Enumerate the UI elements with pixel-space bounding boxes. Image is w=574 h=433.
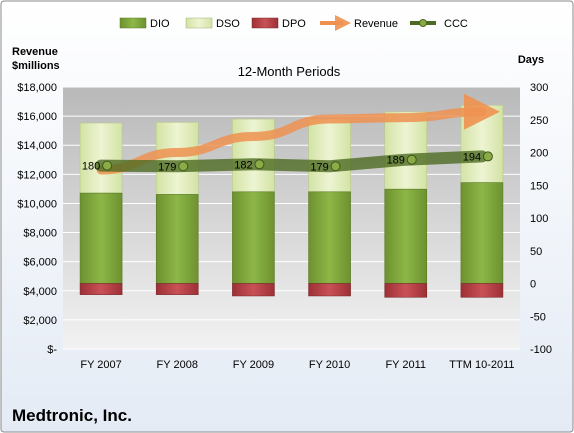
bar-dio bbox=[232, 191, 275, 284]
left-axis-title-line1: Revenue bbox=[12, 46, 58, 58]
ccc-marker bbox=[330, 161, 341, 172]
legend-dso-label: DSO bbox=[216, 18, 240, 30]
ccc-data-label: 194 bbox=[463, 151, 481, 163]
category-label: TTM 10-2011 bbox=[449, 359, 514, 371]
bar-dpo bbox=[308, 283, 351, 297]
ccc-marker bbox=[178, 161, 189, 172]
left-tick-label: $- bbox=[47, 344, 57, 356]
legend-item-dso: DSO bbox=[185, 17, 240, 30]
ccc-data-label: 179 bbox=[158, 161, 176, 173]
ccc-marker bbox=[406, 154, 417, 165]
left-tick-label: $14,000 bbox=[17, 140, 57, 152]
bar-dso bbox=[384, 111, 428, 190]
bar-dpo bbox=[460, 283, 504, 298]
ccc-marker bbox=[102, 160, 113, 171]
legend-dio-label: DIO bbox=[150, 18, 170, 30]
ccc-data-label: 179 bbox=[310, 161, 328, 173]
category-label: FY 2007 bbox=[80, 359, 121, 371]
ccc-data-label: 189 bbox=[387, 155, 405, 167]
bar-dio bbox=[155, 194, 199, 284]
left-tick-label: $8,000 bbox=[23, 228, 57, 240]
bar-dpo bbox=[155, 283, 199, 295]
bar-dso bbox=[460, 105, 504, 183]
right-tick-label: -50 bbox=[530, 311, 546, 323]
right-tick-label: 0 bbox=[530, 279, 536, 291]
bar-dso bbox=[232, 118, 275, 193]
bar-dso bbox=[155, 122, 199, 195]
gridlines bbox=[63, 86, 520, 350]
legend: DIO DSO DPO Revenue CCC bbox=[119, 15, 468, 31]
company-name: Medtronic, Inc. bbox=[12, 406, 132, 425]
left-axis-title-line2: $millions bbox=[12, 60, 60, 72]
legend-dpo-swatch bbox=[251, 17, 279, 29]
ccc-line bbox=[95, 150, 488, 173]
left-tick-label: $6,000 bbox=[23, 257, 57, 269]
category-axis: FY 2007 FY 2008 FY 2009 FY 2010 FY 2011 TTM 1… bbox=[80, 359, 514, 371]
right-axis-title: Days bbox=[518, 54, 544, 66]
right-tick-label: 100 bbox=[530, 213, 548, 225]
right-tick-label: 150 bbox=[530, 180, 548, 192]
right-axis-ticks: -100 -50 0 50 100 150 200 250 300 bbox=[530, 82, 552, 356]
left-axis-ticks: $- $2,000 $4,000 $6,000 $8,000 $10,000 $12,000… bbox=[17, 82, 57, 356]
bar-dso bbox=[308, 118, 351, 193]
left-tick-label: $2,000 bbox=[23, 315, 57, 327]
legend-item-revenue: Revenue bbox=[320, 15, 398, 31]
category-label: FY 2011 bbox=[385, 359, 426, 371]
right-tick-label: -100 bbox=[530, 344, 552, 356]
legend-item-dio: DIO bbox=[119, 17, 170, 30]
bar-dio bbox=[79, 192, 123, 284]
left-tick-label: $4,000 bbox=[23, 286, 57, 298]
right-tick-label: 200 bbox=[530, 148, 548, 160]
left-tick-label: $16,000 bbox=[17, 111, 57, 123]
revenue-arrow bbox=[96, 93, 500, 175]
legend-dpo-label: DPO bbox=[282, 18, 306, 30]
category-label: FY 2009 bbox=[233, 359, 274, 371]
ccc-data-label: 180 bbox=[82, 161, 100, 173]
left-tick-label: $12,000 bbox=[17, 169, 57, 181]
bar-dio bbox=[460, 182, 504, 284]
ccc-marker bbox=[254, 159, 265, 170]
revenue-series bbox=[96, 93, 500, 175]
bar-dpo bbox=[79, 283, 123, 295]
right-tick-label: 300 bbox=[530, 82, 548, 94]
legend-item-ccc: CCC bbox=[410, 18, 468, 30]
legend-item-dpo: DPO bbox=[251, 17, 306, 30]
right-tick-label: 250 bbox=[530, 115, 548, 127]
ccc-marker bbox=[482, 151, 493, 162]
bar-dpo bbox=[232, 283, 275, 297]
ccc-series: 180 179 182 179 189 194 bbox=[82, 150, 493, 173]
ccc-data-label: 182 bbox=[234, 159, 252, 171]
right-tick-label: 50 bbox=[530, 246, 542, 258]
legend-ccc-label: CCC bbox=[444, 18, 468, 30]
legend-ccc-marker bbox=[419, 19, 427, 27]
chart-title: 12-Month Periods bbox=[238, 64, 341, 79]
bar-dio bbox=[384, 188, 428, 284]
bar-dpo bbox=[384, 283, 428, 298]
category-label: FY 2010 bbox=[309, 359, 350, 371]
legend-dio-swatch bbox=[119, 17, 147, 29]
legend-revenue-label: Revenue bbox=[354, 18, 398, 30]
bar-dso bbox=[79, 122, 123, 194]
left-tick-label: $10,000 bbox=[17, 198, 57, 210]
bar-dio bbox=[308, 191, 351, 284]
left-tick-label: $18,000 bbox=[17, 82, 57, 94]
legend-dso-swatch bbox=[185, 17, 213, 29]
category-label: FY 2008 bbox=[157, 359, 198, 371]
